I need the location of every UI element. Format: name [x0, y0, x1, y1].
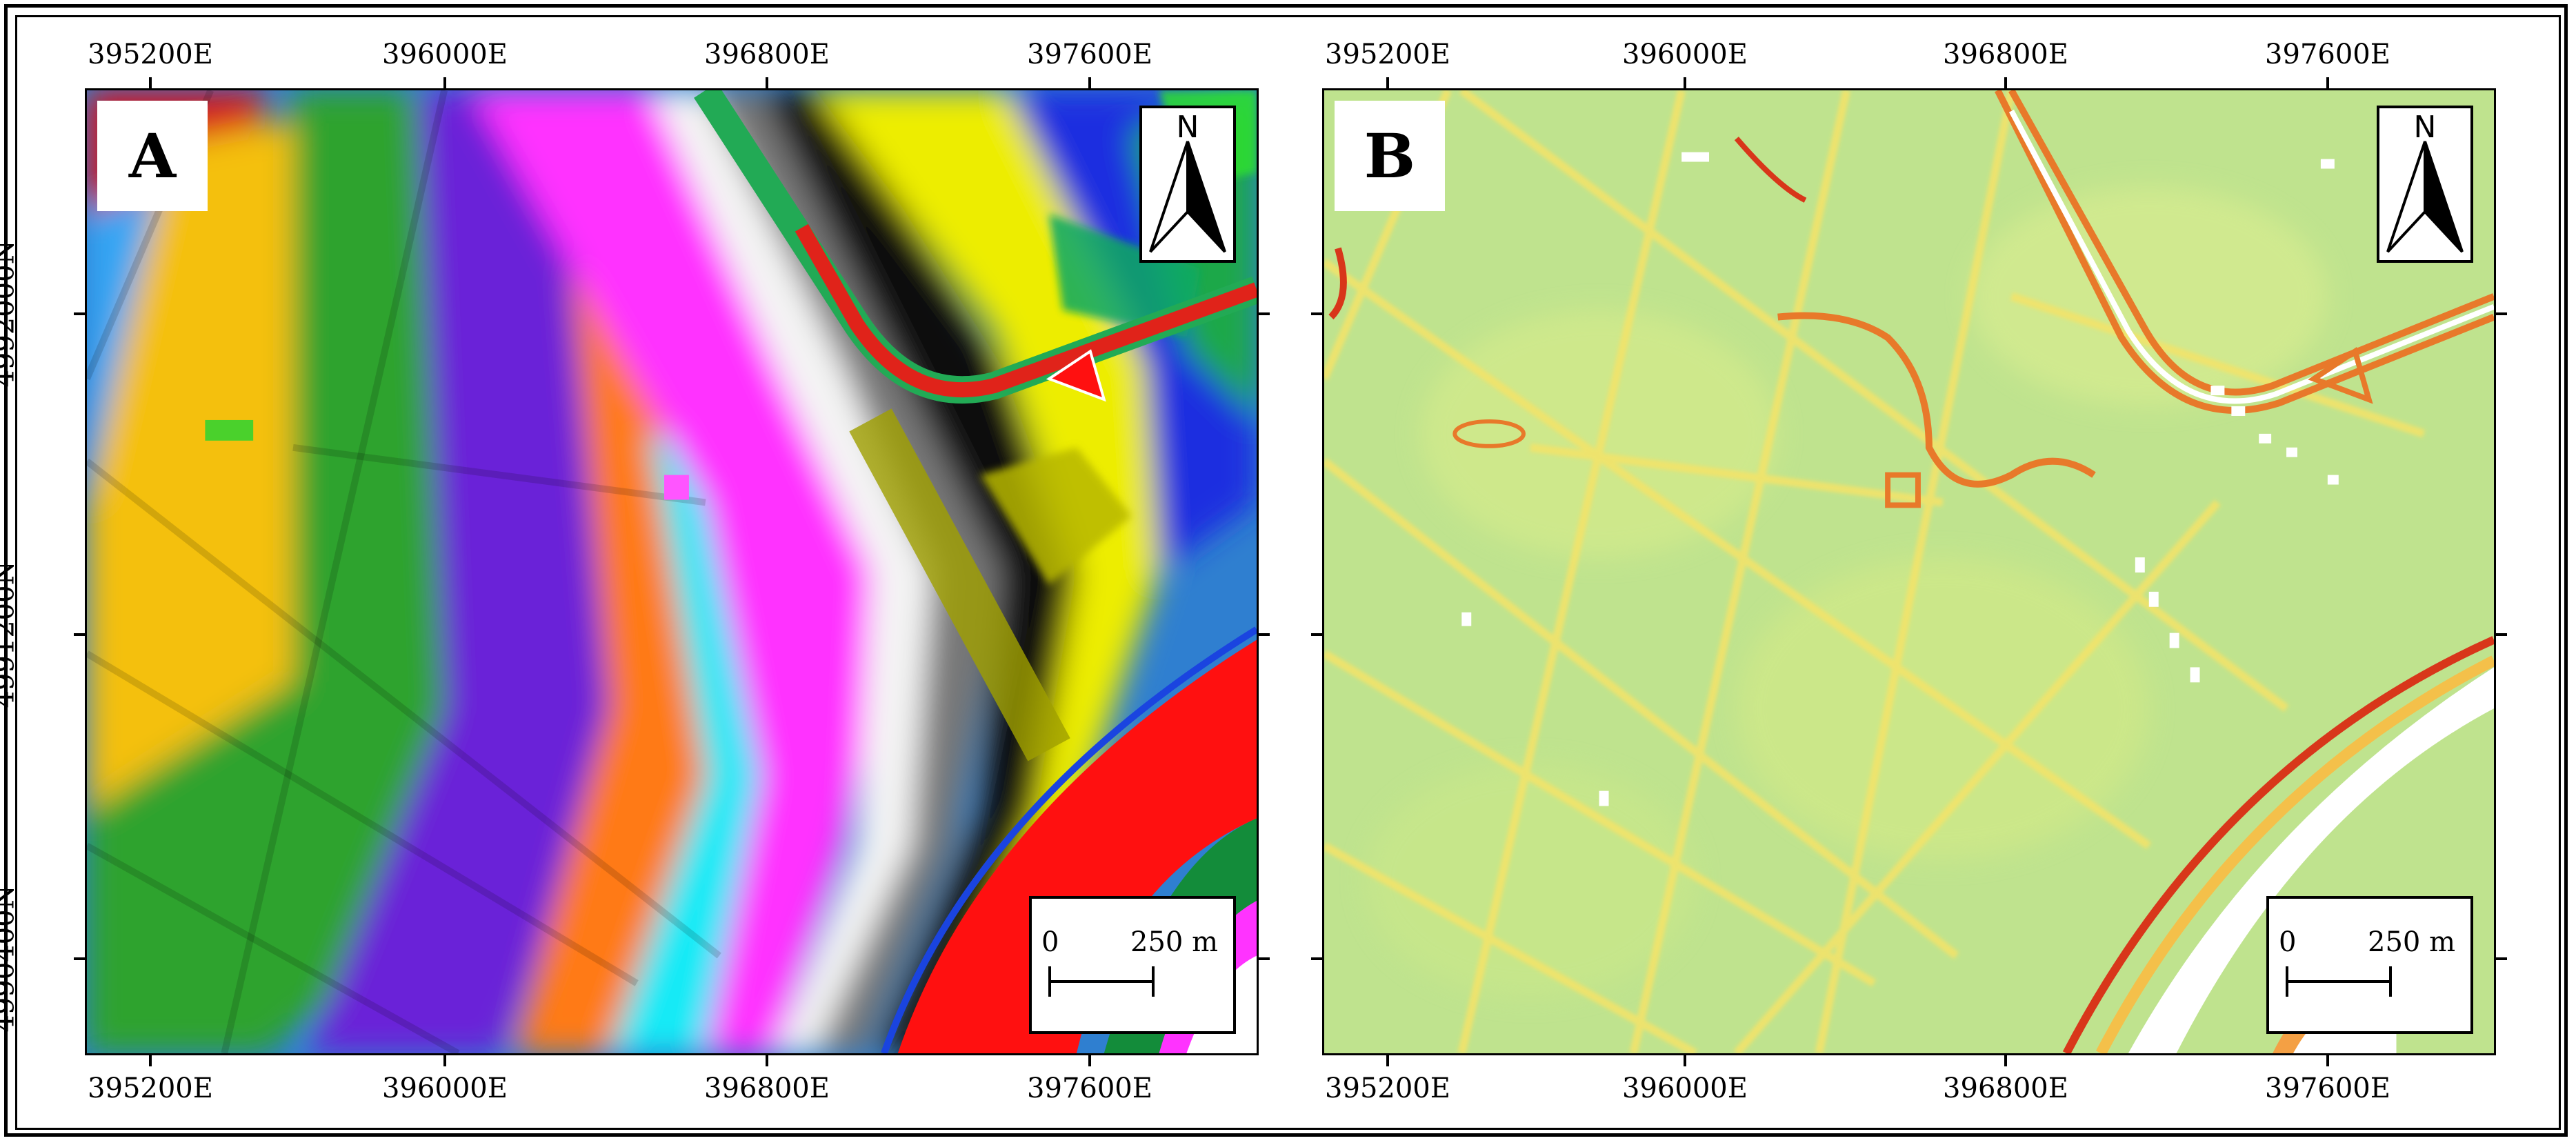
- north-letter: N: [1176, 110, 1199, 145]
- x-tick-label: 396000E: [1622, 39, 1748, 70]
- scale-distance-label: 250 m: [1130, 926, 1218, 958]
- elevation-raster: [87, 90, 1257, 1053]
- scale-zero-label: 0: [2279, 926, 2297, 958]
- x-tick-label: 397600E: [1027, 1073, 1152, 1104]
- x-tick-label: 396800E: [1943, 1073, 2068, 1104]
- panel-label: A: [97, 101, 208, 211]
- north-arrow-icon: [2386, 141, 2464, 253]
- x-tick-label: 396800E: [704, 1073, 830, 1104]
- x-tick-label: 397600E: [1027, 39, 1152, 70]
- x-tick-label: 396000E: [1622, 1073, 1748, 1104]
- x-tick-label: 395200E: [88, 39, 213, 70]
- x-tick-label: 395200E: [1325, 1073, 1450, 1104]
- figure-inner-border: [15, 15, 2561, 1130]
- y-tick-label: 4991200N: [0, 561, 21, 708]
- x-tick-label: 397600E: [2265, 1073, 2390, 1104]
- scale-bar: 0 250 m: [2266, 896, 2473, 1034]
- y-tick-label: 4992000N: [0, 240, 21, 388]
- north-letter: N: [2413, 110, 2437, 145]
- scale-bar: 0 250 m: [1029, 896, 1236, 1034]
- figure-outer-border: [4, 4, 2568, 1137]
- north-arrow: N: [2377, 106, 2473, 263]
- scale-distance-label: 250 m: [2368, 926, 2455, 958]
- x-tick-label: 396000E: [382, 39, 508, 70]
- panel-label: B: [1335, 101, 1445, 211]
- panel-b-slope-map: B N 0 250 m: [1322, 88, 2496, 1055]
- north-arrow: N: [1139, 106, 1236, 263]
- x-tick-label: 395200E: [1325, 39, 1450, 70]
- x-tick-label: 396800E: [704, 39, 830, 70]
- north-arrow-icon: [1149, 141, 1226, 253]
- panel-a-elevation-map: A N 0 250 m: [85, 88, 1259, 1055]
- slope-raster: [1324, 90, 2494, 1053]
- scale-zero-label: 0: [1041, 926, 1059, 958]
- x-tick-label: 396000E: [382, 1073, 508, 1104]
- x-tick-label: 395200E: [88, 1073, 213, 1104]
- x-tick-label: 397600E: [2265, 39, 2390, 70]
- y-tick-label: 4990400N: [0, 885, 21, 1033]
- scale-bar-line: [2286, 966, 2392, 997]
- x-tick-label: 396800E: [1943, 39, 2068, 70]
- scale-bar-line: [1048, 966, 1155, 997]
